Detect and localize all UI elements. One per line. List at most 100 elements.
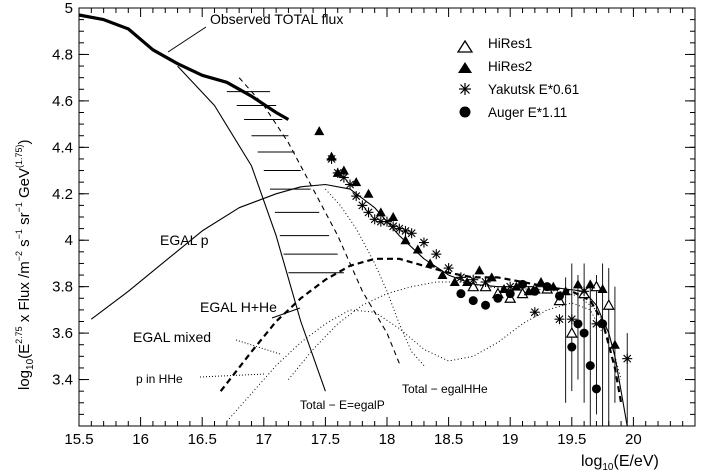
yakutsk-point — [363, 207, 374, 218]
egal-p-label: EGAL p — [160, 232, 209, 248]
hires2-point — [400, 235, 411, 245]
y-tick-label: 4.8 — [52, 46, 73, 63]
auger-point — [598, 319, 608, 329]
legend-marker-yakutsk — [459, 83, 471, 95]
x-axis-ticks: 15.5 16 16.5 17 17.5 18 18.5 19 19.5 20 — [64, 8, 684, 448]
auger-point — [585, 361, 595, 371]
yakutsk-point — [468, 274, 479, 285]
yakutsk-point — [480, 277, 491, 288]
legend-marker-hires1 — [456, 39, 474, 53]
yakutsk-point — [332, 167, 343, 178]
total-egalp-label: Total − E=egalP — [300, 398, 385, 412]
yakutsk-point — [554, 314, 565, 325]
egal-hhe-label: EGAL H+He — [200, 299, 277, 315]
egal-hhe-pointer — [271, 307, 301, 319]
x-axis-label: log10(E/eV) — [581, 453, 659, 472]
observed-pointer — [167, 26, 207, 53]
hires2-point — [511, 281, 522, 291]
yakutsk-point — [382, 216, 392, 227]
legend-label-hires2: HiRes2 — [488, 59, 532, 74]
x-tick-label: 19.5 — [557, 431, 586, 448]
x-tick-label: 19 — [502, 431, 519, 448]
y-tick-label: 3.6 — [52, 325, 73, 342]
hires2-point — [425, 258, 436, 268]
legend-label-yakutsk: Yakutsk E*0.61 — [488, 82, 579, 97]
x-tick-label: 18.5 — [434, 431, 463, 448]
legend-marker-auger — [459, 106, 471, 118]
hires2-point — [560, 286, 571, 296]
x-tick-label: 20 — [625, 431, 642, 448]
yakutsk-point — [345, 179, 356, 190]
hires2-point — [449, 277, 460, 287]
y-tick-label: 4.2 — [52, 186, 73, 203]
hires2-point — [375, 207, 386, 217]
yakutsk-point — [357, 200, 368, 211]
hires2-point — [338, 165, 349, 175]
auger-point — [573, 319, 583, 329]
y-axis-ticks: 3.4 3.6 3.8 4 4.2 4.4 4.6 4.8 5 — [52, 0, 695, 415]
yakutsk-point — [351, 191, 362, 202]
auger-point — [567, 342, 577, 352]
hires2-point — [597, 283, 608, 293]
hires2-point — [351, 177, 362, 187]
x-tick-label: 16 — [132, 431, 149, 448]
series-line-4 — [177, 65, 326, 392]
hires2-point — [314, 126, 325, 136]
hires2-point — [536, 277, 546, 287]
yakutsk-point — [431, 249, 442, 260]
total-egalhhe-label: Total − egalHHe — [402, 382, 488, 396]
p-in-hhe-pointer — [199, 373, 266, 378]
yakutsk-point — [566, 314, 577, 325]
x-tick-label: 17 — [255, 431, 272, 448]
auger-point — [468, 296, 478, 306]
auger-point — [493, 293, 503, 303]
auger-point — [542, 282, 552, 292]
series-line-6 — [226, 302, 604, 422]
series-line-0 — [78, 13, 290, 121]
y-tick-label: 3.4 — [52, 372, 73, 389]
data-points — [314, 126, 633, 394]
yakutsk-point — [338, 172, 349, 183]
x-tick-label: 17.5 — [311, 431, 340, 448]
yakutsk-point — [418, 237, 429, 248]
auger-point — [554, 291, 564, 301]
yakutsk-point — [326, 153, 337, 164]
hires2-point — [363, 188, 374, 198]
yakutsk-point — [443, 263, 454, 274]
hires2-point — [585, 279, 596, 289]
hires2-point — [412, 244, 423, 254]
y-tick-label: 5 — [65, 0, 73, 17]
series-line-1 — [90, 183, 628, 427]
annotation-pointers — [167, 26, 301, 378]
x-tick-label: 16.5 — [188, 431, 217, 448]
hires2-point — [474, 265, 485, 275]
auger-point — [530, 286, 540, 296]
legend-label-auger: Auger E*1.11 — [488, 105, 567, 120]
x-tick-label: 15.5 — [64, 431, 93, 448]
auger-point — [591, 384, 601, 394]
series-line-3 — [238, 77, 400, 364]
y-tick-label: 3.8 — [52, 279, 73, 296]
hires2-point — [499, 283, 510, 293]
yakutsk-point — [529, 307, 540, 318]
hatch-band — [226, 91, 344, 274]
hires1-point — [602, 299, 615, 310]
hires2-point — [437, 270, 448, 280]
yakutsk-point — [622, 353, 633, 364]
yakutsk-point — [455, 272, 466, 283]
model-curves — [78, 13, 628, 427]
hires2-point — [609, 339, 620, 349]
observed-total-label: Observed TOTAL flux — [210, 11, 343, 27]
auger-point — [518, 279, 528, 289]
y-tick-label: 4.6 — [52, 93, 73, 110]
legend-marker-hires2 — [458, 62, 472, 73]
y-tick-label: 4 — [65, 232, 73, 249]
yakutsk-point — [579, 286, 590, 297]
auger-point — [579, 328, 589, 338]
hires2-point — [572, 279, 583, 289]
y-tick-label: 4.4 — [52, 139, 73, 156]
auger-point — [505, 289, 515, 299]
yakutsk-point — [406, 228, 417, 239]
auger-point — [456, 289, 466, 299]
